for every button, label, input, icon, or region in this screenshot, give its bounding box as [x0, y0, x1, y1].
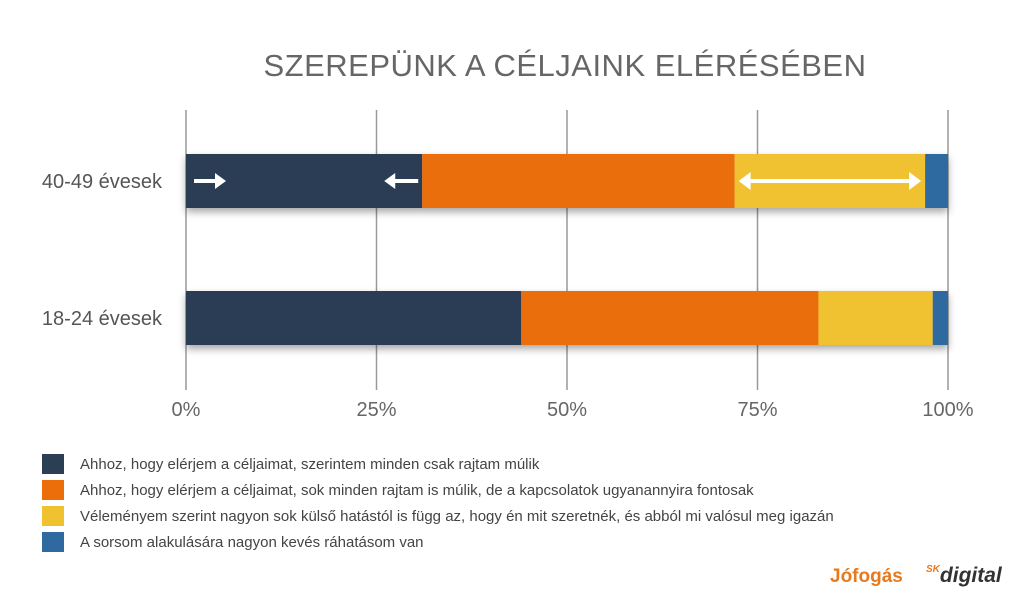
- bar-segment: [932, 291, 948, 345]
- double-arrow-icon-right-head: [909, 172, 922, 190]
- arrow-right-icon-head: [215, 173, 226, 189]
- legend-label: Ahhoz, hogy elérjem a céljaimat, sok min…: [80, 481, 754, 499]
- bar-segment: [925, 154, 948, 208]
- arrow-left-icon-head: [384, 173, 396, 189]
- jofogas-logo: Jófogás: [830, 566, 903, 587]
- legend-item: Véleményem szerint nagyon sok külső hatá…: [42, 506, 834, 526]
- x-tick-label: 100%: [922, 399, 973, 421]
- double-arrow-icon-left-head: [738, 172, 751, 190]
- chart-title: SZEREPÜNK A CÉLJAINK ELÉRÉSÉBEN: [263, 48, 867, 83]
- category-label: 40-49 évesek: [42, 171, 163, 193]
- legend-swatch: [42, 454, 64, 474]
- legend-swatch: [42, 506, 64, 526]
- bar-segment: [186, 291, 522, 345]
- bar-segment: [521, 291, 819, 345]
- sk-logo-mark: SK: [926, 564, 940, 575]
- x-tick-label: 75%: [737, 399, 777, 421]
- bar-group: [186, 291, 948, 345]
- legend-item: Ahhoz, hogy elérjem a céljaimat, sok min…: [42, 480, 754, 500]
- legend-label: Ahhoz, hogy elérjem a céljaimat, szerint…: [80, 455, 540, 473]
- bar-segment: [818, 291, 933, 345]
- x-tick-label: 50%: [547, 399, 587, 421]
- legend-swatch: [42, 480, 64, 500]
- bar-segment: [422, 154, 735, 208]
- legend-label: Véleményem szerint nagyon sok külső hatá…: [80, 507, 834, 525]
- legend-swatch: [42, 532, 64, 552]
- x-tick-label: 25%: [356, 399, 396, 421]
- sk-digital-logo: SKdigital: [926, 564, 1002, 588]
- category-label: 18-24 évesek: [42, 308, 163, 330]
- legend-label: A sorsom alakulására nagyon kevés ráhatá…: [80, 533, 424, 551]
- legend-item: A sorsom alakulására nagyon kevés ráhatá…: [42, 532, 424, 552]
- x-tick-label: 0%: [172, 399, 201, 421]
- digital-logo-text: digital: [939, 564, 1002, 587]
- legend-item: Ahhoz, hogy elérjem a céljaimat, szerint…: [42, 454, 539, 474]
